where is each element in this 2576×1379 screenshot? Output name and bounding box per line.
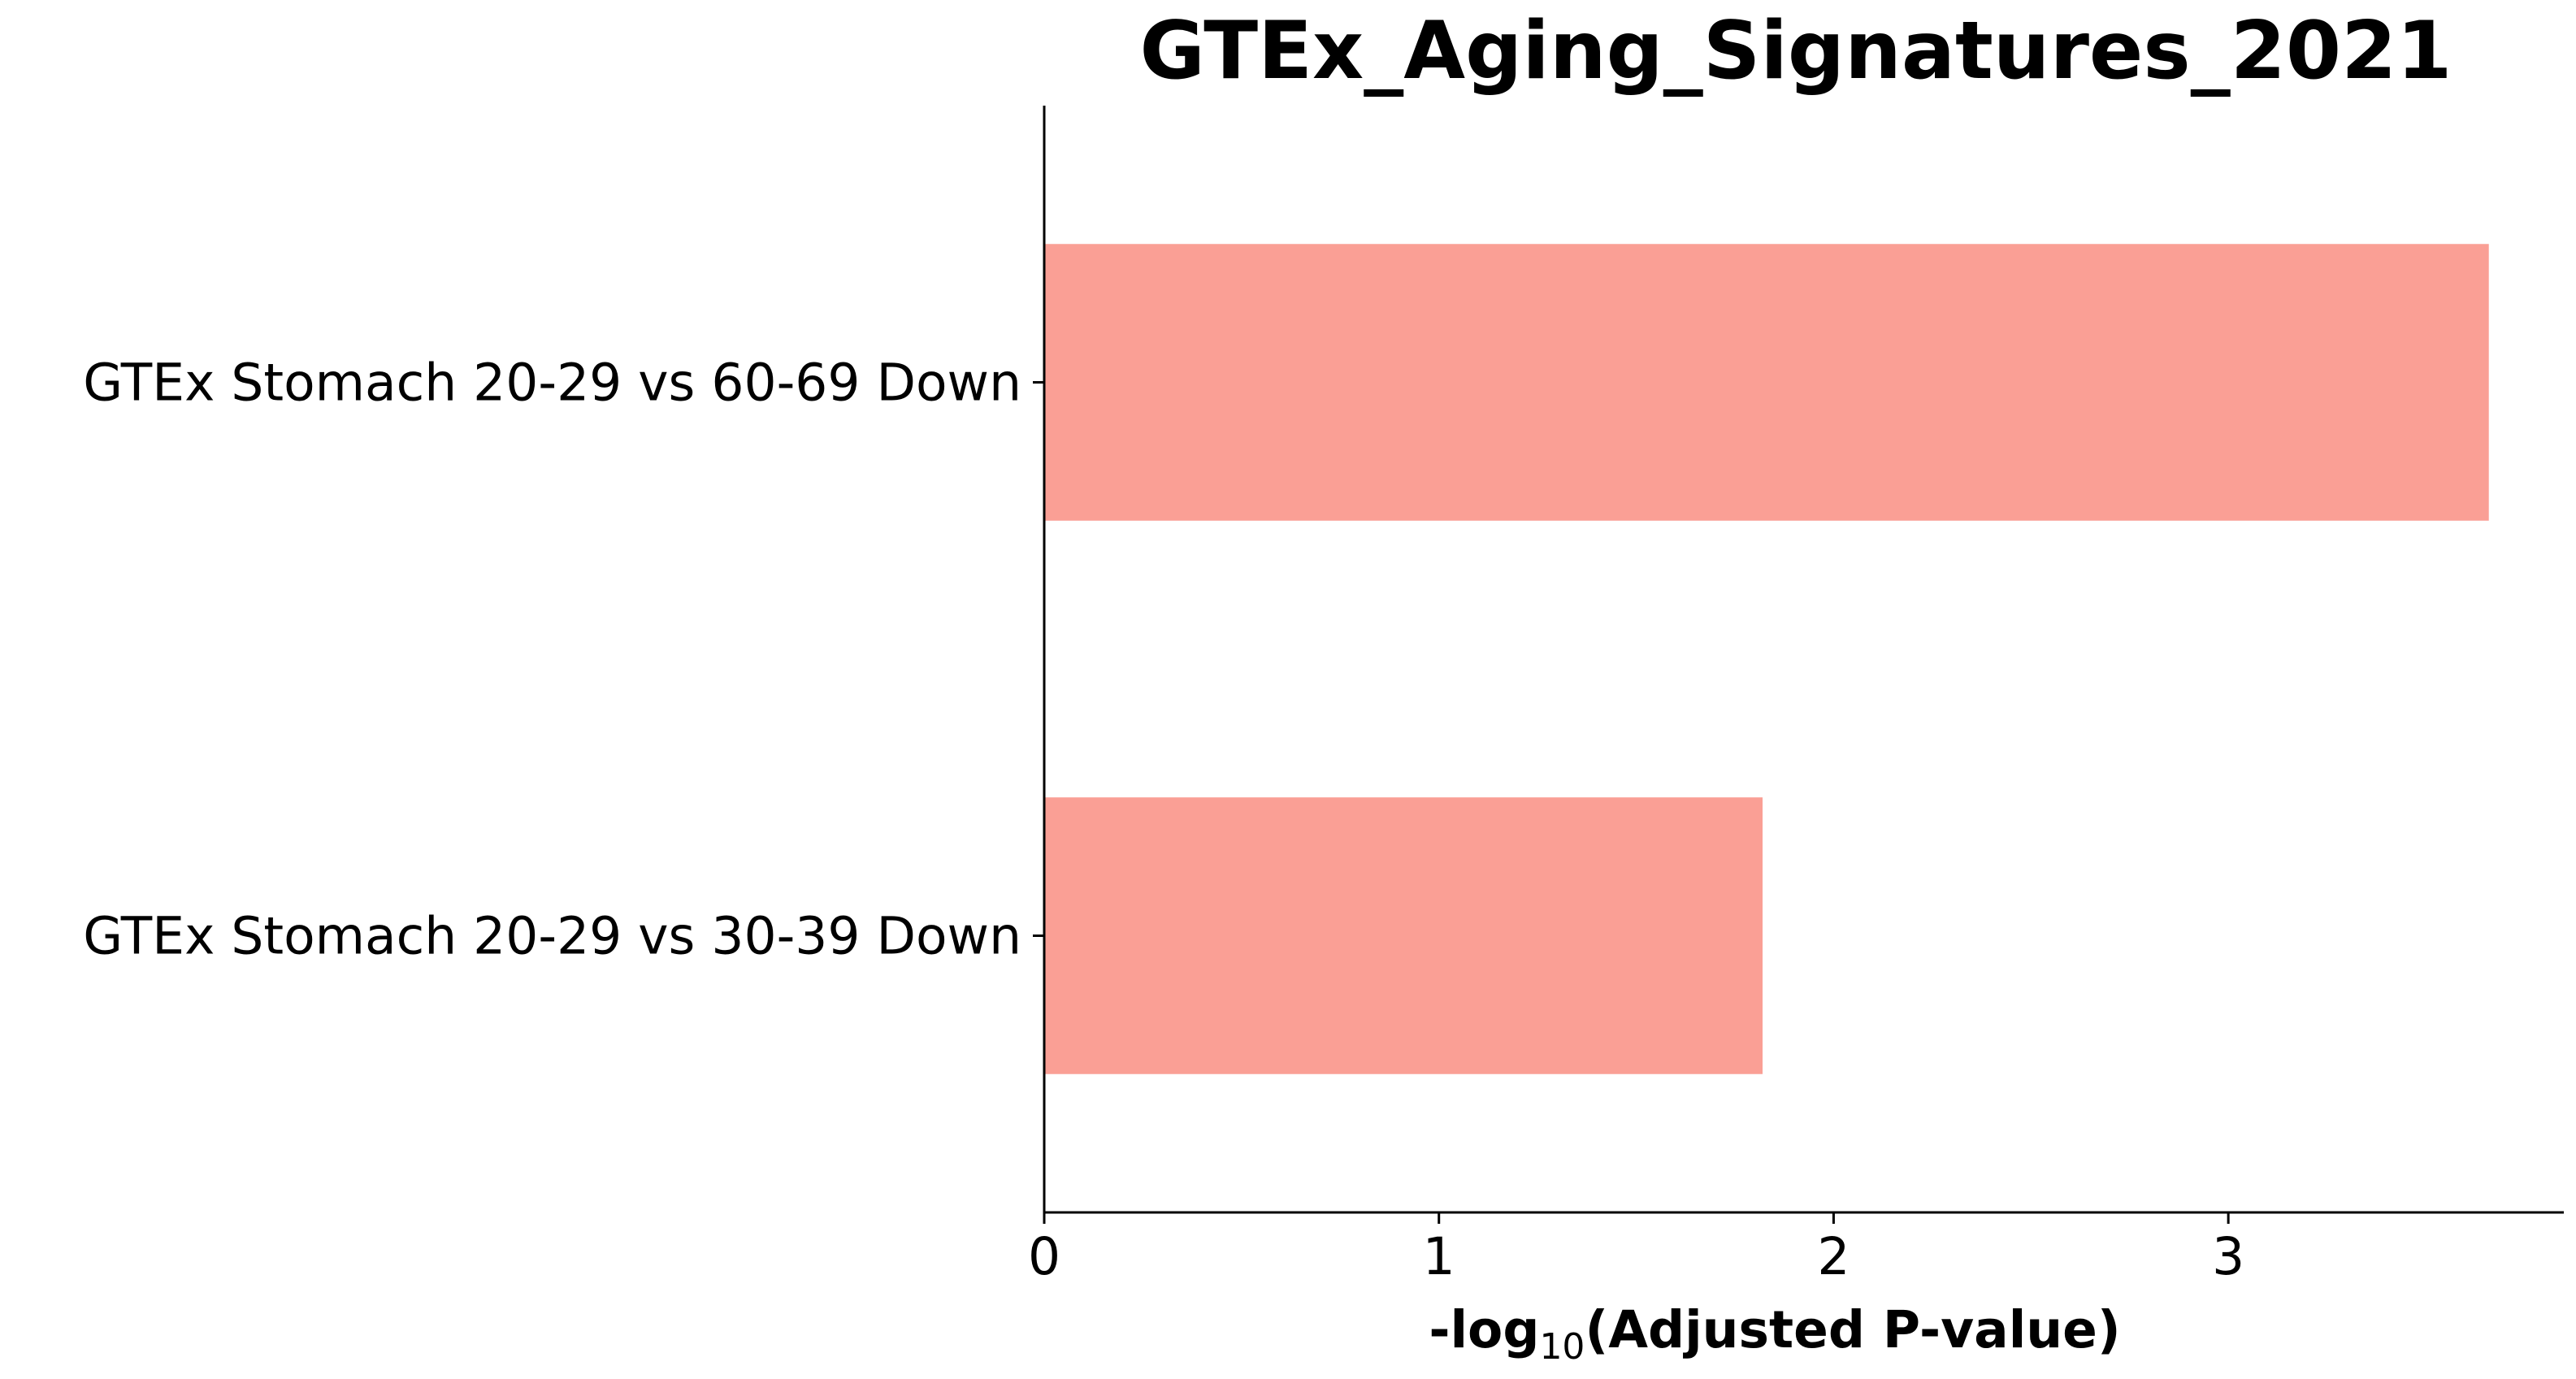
x-tick-label: 0: [1028, 1227, 1060, 1286]
x-tick-label: 3: [2212, 1227, 2244, 1286]
x-tick-label: 2: [1817, 1227, 1850, 1286]
bar-1: [1044, 244, 2489, 521]
category-label: GTEx Stomach 20-29 vs 30-39 Down: [83, 907, 1021, 966]
x-axis-label-prefix: -log: [1429, 1300, 1539, 1359]
category-label: GTEx Stomach 20-29 vs 60-69 Down: [83, 353, 1021, 413]
x-axis-label-subscript: 10: [1539, 1326, 1585, 1368]
x-axis-ticks: 0 1 2 3: [1028, 1212, 2244, 1286]
x-tick-label: 1: [1423, 1227, 1455, 1286]
x-axis-label: -log10(Adjusted P-value): [1429, 1300, 2120, 1368]
bars-group: [1044, 244, 2489, 1074]
y-axis-ticks: GTEx Stomach 20-29 vs 60-69 Down GTEx Sto…: [83, 353, 1044, 966]
x-axis-label-suffix: (Adjusted P-value): [1585, 1300, 2120, 1359]
chart-title: GTEx_Aging_Signatures_2021: [1140, 5, 2452, 98]
bar-2: [1044, 797, 1763, 1074]
